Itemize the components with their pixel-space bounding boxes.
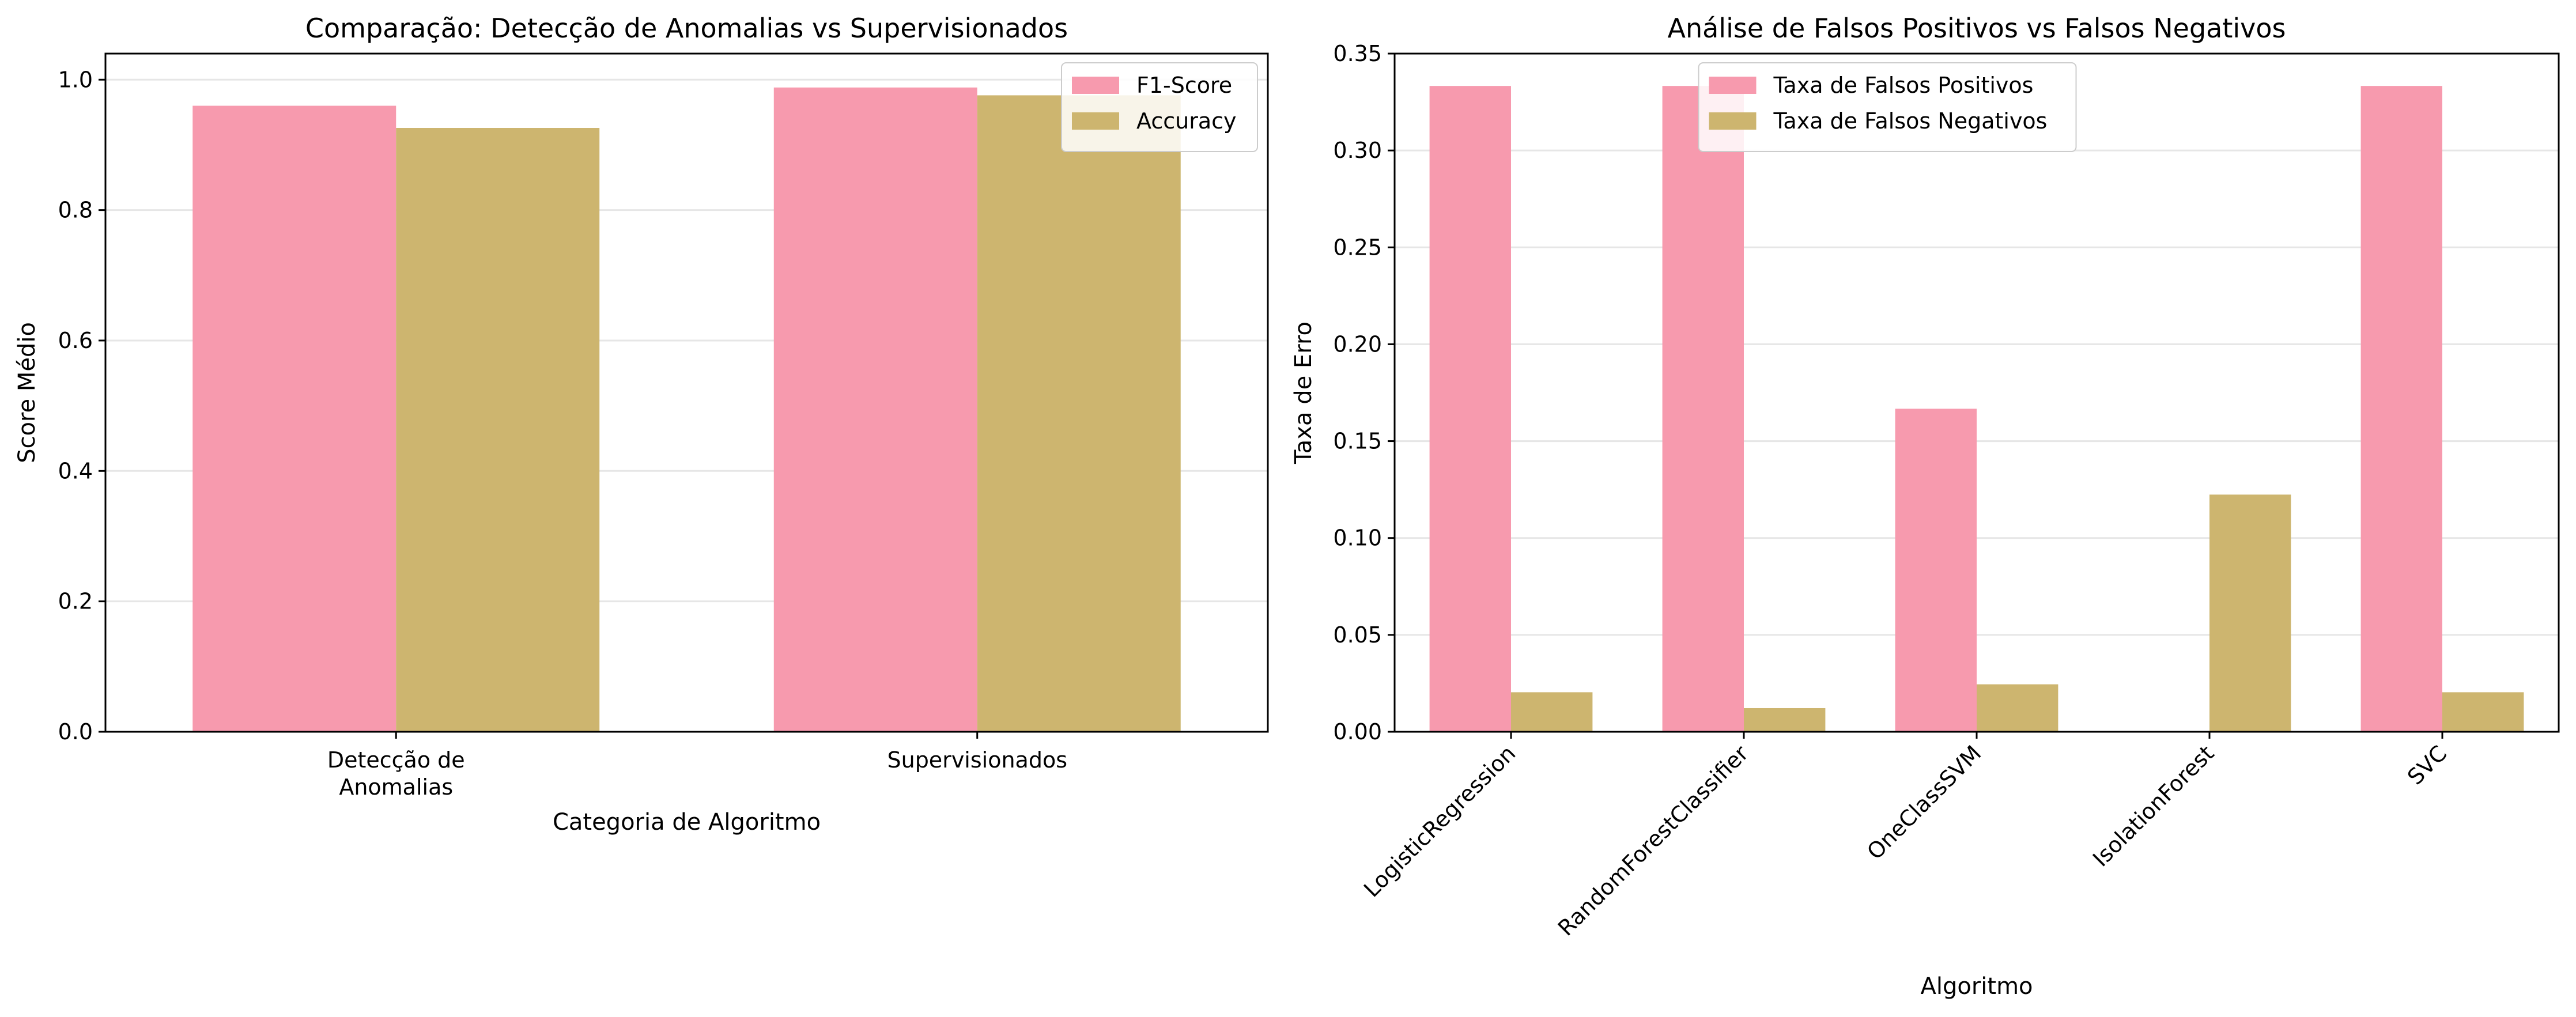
y-tick-label: 0.0 [58, 719, 93, 744]
y-tick-label: 0.35 [1333, 41, 1382, 66]
legend: Taxa de Falsos Positivos Taxa de Falsos N… [1698, 62, 2077, 152]
x-tick-label: IsolationForest [2088, 740, 2219, 871]
y-tick-label: 0.25 [1333, 235, 1382, 260]
y-tick-label: 0.4 [58, 458, 93, 483]
bar-taxa-de-falsos-negativos [1977, 684, 2058, 732]
y-tick-label: 0.6 [58, 328, 93, 353]
y-tick-label: 0.10 [1333, 525, 1382, 551]
plot-frame [104, 52, 1269, 733]
x-tick-label: Detecção de [327, 747, 465, 773]
bar-taxa-de-falsos-negativos [2209, 494, 2291, 732]
bar-f1-score [192, 105, 396, 732]
x-axis-label: Algoritmo [1920, 973, 2033, 1000]
x-tick-label: LogisticRegression [1359, 740, 1520, 902]
y-tick-label: 0.00 [1333, 719, 1382, 744]
y-axis-label: Score Médio [14, 322, 40, 463]
legend-swatch [1709, 77, 1757, 94]
chart-title: Comparação: Detecção de Anomalias vs Sup… [305, 13, 1068, 44]
legend: F1-Score Accuracy [1061, 62, 1258, 152]
legend-swatch [1072, 112, 1119, 130]
bar-taxa-de-falsos-positivos [1429, 86, 1511, 732]
x-tick-label: OneClassSVM [1862, 740, 1986, 864]
x-tick-label: Anomalias [339, 774, 453, 800]
x-axis-label: Categoria de Algoritmo [553, 809, 821, 835]
x-tick-label: Supervisionados [887, 747, 1067, 773]
legend-label: F1-Score [1136, 73, 1232, 98]
y-tick-label: 1.0 [58, 67, 93, 92]
bar-taxa-de-falsos-negativos [1744, 708, 1826, 732]
legend-label: Taxa de Falsos Positivos [1773, 73, 2034, 98]
bar-accuracy [396, 128, 600, 732]
y-tick-label: 0.30 [1333, 138, 1382, 163]
y-tick-label: 0.05 [1333, 622, 1382, 648]
y-axis-label: Taxa de Erro [1290, 322, 1317, 464]
legend-label: Taxa de Falsos Negativos [1773, 108, 2048, 134]
x-tick-label: SVC [2403, 740, 2452, 789]
x-tick-label: RandomForestClassifier [1553, 740, 1754, 941]
y-tick-label: 0.2 [58, 589, 93, 614]
legend-label: Accuracy [1136, 108, 1237, 134]
chart-title: Análise de Falsos Positivos vs Falsos Ne… [1667, 13, 2286, 44]
bar-accuracy [977, 95, 1181, 732]
y-tick-label: 0.20 [1333, 331, 1382, 357]
legend-swatch [1072, 77, 1119, 94]
false-positive-negative-chart: 0.00 0.05 0.10 0.15 0.20 0.25 0.30 0.35 Logistic… [1290, 13, 2560, 1000]
legend-box [1698, 62, 2077, 152]
bar-taxa-de-falsos-negativos [2442, 692, 2524, 732]
bar-taxa-de-falsos-positivos [1662, 86, 1744, 732]
bar-taxa-de-falsos-negativos [1511, 692, 1593, 732]
bar-f1-score [773, 87, 977, 732]
bar-taxa-de-falsos-positivos [1895, 409, 1977, 732]
y-tick-label: 0.8 [58, 198, 93, 223]
y-tick-label: 0.15 [1333, 429, 1382, 454]
bar-taxa-de-falsos-positivos [2360, 86, 2442, 732]
legend-swatch [1709, 112, 1757, 130]
